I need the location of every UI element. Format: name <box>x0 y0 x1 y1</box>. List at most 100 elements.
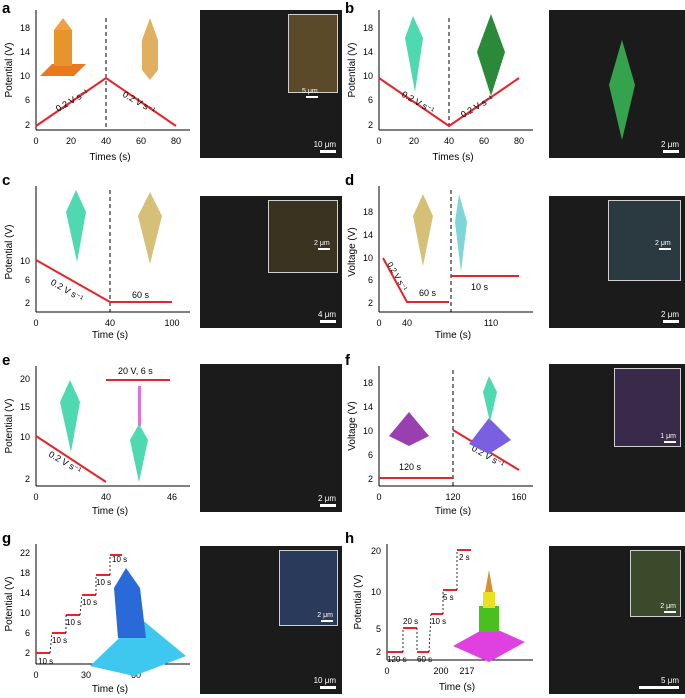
x-axis-label: Time (s) <box>92 506 128 517</box>
pyramid-crystal-icon <box>389 412 429 446</box>
step-time-label: 10 s <box>52 636 67 645</box>
potential-plot: 2 6 10 14 18 0 40 110 Time (s) Voltage (… <box>347 186 533 341</box>
voltage-staircase <box>36 554 122 654</box>
y-axis-label: Potential (V) <box>347 42 358 97</box>
y-tick: 14 <box>20 47 30 57</box>
sem-image: 1 μm <box>549 364 685 512</box>
x-tick: 0 <box>33 136 38 146</box>
x-tick: 0 <box>33 318 38 328</box>
sem-inset: 2 μm <box>630 550 681 618</box>
y-tick: 2 <box>25 298 30 308</box>
potential-plot: 2 6 10 14 18 0 20 40 60 80 Times (s) Pot… <box>347 10 533 163</box>
voltage-trace <box>35 435 107 483</box>
bipyramid-crystal-icon <box>130 424 148 482</box>
spiky-tower-icon <box>114 568 146 638</box>
x-tick: 80 <box>514 136 524 146</box>
y-tick: 6 <box>25 275 30 285</box>
panel-letter: b <box>345 0 355 17</box>
pyramid-base-icon <box>90 618 186 676</box>
sem-inset: 1 μm <box>613 368 681 447</box>
bipyramid-crystal-icon <box>60 380 80 452</box>
x-tick: 120 <box>445 492 460 502</box>
panel-letter: c <box>2 172 11 189</box>
step-time-label: 10 s <box>431 617 446 626</box>
y-tick: 6 <box>368 95 373 105</box>
y-tick: 22 <box>20 548 30 558</box>
y-tick: 15 <box>20 402 30 412</box>
sem-image: 2 μm <box>200 364 342 512</box>
sem-inset: 2 μm <box>279 550 338 626</box>
bipyramid-crystal-icon <box>66 190 86 262</box>
step-time-label: 10 s <box>96 578 111 587</box>
inset-scale-bar: 2 μm <box>655 240 671 250</box>
step-time-label: 5 s <box>443 593 454 602</box>
y-tick: 20 <box>371 546 381 556</box>
panel-e: e 2 10 15 20 0 40 46 Time (s) Potential … <box>0 352 342 522</box>
x-axis-label: Time (s) <box>92 330 128 341</box>
bipyramid-crystal-icon <box>405 16 423 92</box>
panel-d: d 2 6 10 14 18 0 40 110 Time (s) Voltage… <box>343 172 685 342</box>
y-tick: 14 <box>20 588 30 598</box>
potential-plot: 2 6 10 0 40 100 Time (s) Potential (V) 0… <box>4 186 190 341</box>
hold-time-label: 60 s <box>132 290 150 300</box>
x-tick: 200 <box>433 666 448 676</box>
panel-letter: f <box>345 352 350 369</box>
y-tick: 6 <box>25 628 30 638</box>
x-tick: 0 <box>376 136 381 146</box>
y-tick: 10 <box>363 71 373 81</box>
panel-letter: h <box>345 530 355 547</box>
panel-letter: d <box>345 172 355 189</box>
potential-plot: 2 10 15 20 0 40 46 Time (s) Potential (V… <box>4 366 190 517</box>
voltage-trace <box>378 77 520 128</box>
y-axis-label: Voltage (V) <box>347 227 358 276</box>
x-axis-label: Times (s) <box>432 152 473 163</box>
y-tick: 6 <box>25 95 30 105</box>
x-axis-label: Time (s) <box>435 506 471 517</box>
spiky-crystal-icon <box>142 18 158 80</box>
hold-time-label: 10 s <box>471 282 489 292</box>
y-tick: 2 <box>25 474 30 484</box>
panel-c: c 2 6 10 0 40 100 Time (s) Potential (V)… <box>0 172 342 342</box>
crystal-overlay <box>609 40 635 140</box>
x-tick: 40 <box>101 492 111 502</box>
y-tick: 18 <box>20 568 30 578</box>
x-axis-label: Time (s) <box>435 330 471 341</box>
panel-h: h 2 5 10 20 0 200 217 Time (s) Potential… <box>343 528 685 698</box>
sem-image: 2 μm 5 μm <box>549 546 685 694</box>
panel-f: f 2 6 10 14 18 0 120 160 Time (s) Voltag… <box>343 352 685 522</box>
y-tick: 2 <box>376 647 381 657</box>
x-tick: 40 <box>105 318 115 328</box>
x-tick: 0 <box>33 492 38 502</box>
hold-time-label: 60 s <box>419 288 437 298</box>
y-tick: 2 <box>368 120 373 130</box>
sem-inset <box>267 200 338 274</box>
step-time-label: 120 s <box>387 655 407 664</box>
x-tick: 110 <box>484 318 498 328</box>
y-axis-label: Potential (V) <box>353 574 364 629</box>
bipyramid-crystal-icon <box>413 194 433 266</box>
panel-a: a 2 6 10 14 18 0 20 40 60 80 Times (s) P… <box>0 0 342 170</box>
y-tick: 14 <box>363 47 373 57</box>
y-tick: 18 <box>363 23 373 33</box>
x-tick: 30 <box>81 670 91 680</box>
step-time-label: 20 s <box>403 617 418 626</box>
voltage-trace <box>35 259 172 303</box>
y-tick: 14 <box>363 230 373 240</box>
x-tick: 217 <box>459 666 474 676</box>
y-tick: 10 <box>20 256 30 266</box>
scale-bar: 4 μm <box>318 310 336 323</box>
sem-image: 2 μm 10 μm <box>200 546 342 694</box>
step-time-label: 2 s <box>459 553 470 562</box>
sweep-rate-label: 0.2 V s⁻¹ <box>49 277 85 304</box>
y-tick: 14 <box>363 402 373 412</box>
panel-letter: a <box>2 0 11 17</box>
layered-crystal-icon <box>485 570 493 592</box>
scale-bar: 10 μm <box>314 140 336 153</box>
potential-plot: 2 6 10 14 18 0 20 40 60 80 Times (s) Pot… <box>4 10 190 163</box>
y-tick: 10 <box>20 432 30 442</box>
sem-image: 2 μm <box>549 10 685 158</box>
sweep-rate-label: 0.2 V s⁻¹ <box>121 89 157 116</box>
x-axis-label: Time (s) <box>439 682 475 693</box>
layered-crystal-icon <box>483 592 495 608</box>
y-tick: 18 <box>363 378 373 388</box>
